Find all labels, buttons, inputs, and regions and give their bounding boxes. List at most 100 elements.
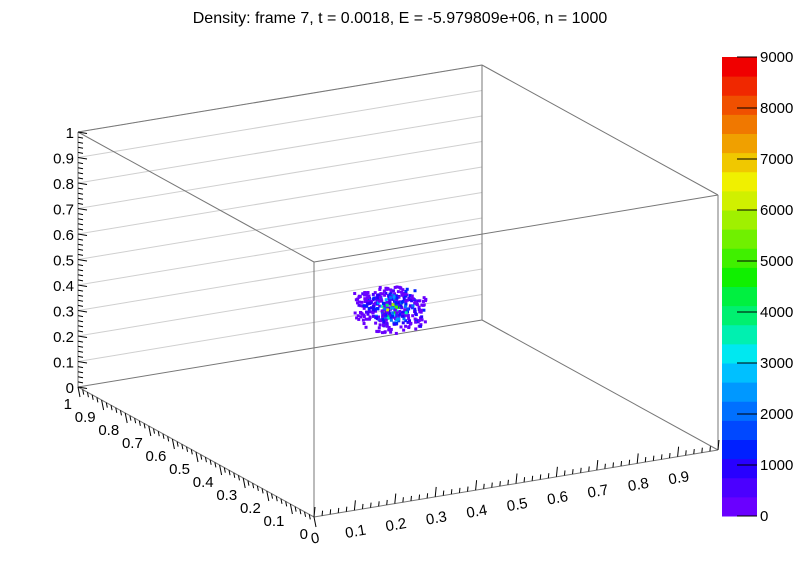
y-tick-label: 0.9: [75, 409, 96, 426]
y-tick: [115, 407, 118, 413]
colorbar-label: 2000: [760, 406, 793, 423]
y-tick: [86, 392, 89, 398]
z-tick: [77, 376, 84, 379]
z-tick: [77, 361, 88, 364]
y-tick: [219, 464, 223, 476]
y-tick: [285, 501, 288, 507]
density-point: [379, 292, 383, 296]
density-point: [407, 296, 411, 300]
y-tick: [204, 457, 207, 463]
density-point: [405, 287, 409, 291]
colorbar-band: [722, 496, 757, 517]
density-point: [364, 317, 368, 321]
density-point: [380, 309, 384, 313]
x-tick: [507, 479, 509, 485]
z-tick-label: 0.1: [53, 355, 74, 372]
z-tick-label: 0.4: [53, 278, 74, 295]
density-point: [361, 292, 365, 296]
density-point: [388, 292, 392, 296]
z-tick: [77, 340, 84, 343]
density-point: [382, 312, 386, 316]
colorbar-band: [722, 324, 757, 345]
density-point: [417, 319, 421, 323]
density-point: [380, 331, 384, 335]
density-point: [395, 321, 399, 325]
z-tick: [77, 228, 84, 231]
x-tick: [337, 507, 340, 514]
colorbar-label: 9000: [760, 49, 793, 66]
z-tick: [77, 294, 84, 297]
density-point: [385, 301, 389, 305]
density-point: [374, 321, 378, 325]
density-point: [387, 326, 391, 330]
density-point: [362, 304, 366, 308]
density-point: [413, 301, 417, 305]
density-point: [381, 301, 385, 305]
x-tick: [515, 473, 518, 484]
density-point: [402, 296, 406, 300]
density-point: [382, 320, 386, 324]
z-tick: [77, 345, 84, 348]
density-point: [417, 305, 421, 309]
z-tick: [77, 182, 88, 185]
density-point: [401, 293, 405, 297]
x-tick: [426, 493, 429, 499]
z-tick: [77, 325, 84, 328]
x-tick: [677, 446, 680, 457]
z-tick: [77, 223, 84, 226]
z-tick: [77, 350, 84, 353]
density-point: [389, 327, 393, 331]
density-point: [364, 325, 368, 329]
density-point: [385, 311, 389, 315]
x-tick: [321, 510, 324, 516]
z-tick: [77, 279, 84, 282]
x-tick: [402, 497, 404, 503]
density-point: [367, 317, 371, 321]
density-point: [422, 296, 426, 300]
x-tick: [475, 480, 478, 491]
z-tick: [77, 284, 88, 287]
density-point: [367, 307, 371, 311]
y-tick: [252, 483, 255, 489]
density-point: [402, 298, 406, 302]
density-point: [389, 288, 393, 292]
density-point: [362, 306, 366, 310]
density-point: [356, 314, 360, 318]
density-point: [406, 314, 410, 318]
density-point: [384, 318, 388, 322]
density-point: [371, 311, 375, 315]
density-point: [394, 305, 398, 309]
density-point: [403, 308, 407, 312]
density-point: [381, 318, 385, 322]
box-edge: [481, 64, 719, 196]
density-point: [366, 302, 370, 306]
y-tick: [195, 451, 199, 463]
y-tick: [186, 446, 189, 452]
z-tick: [77, 304, 84, 307]
density-point: [402, 317, 406, 321]
y-tick: [143, 423, 146, 429]
x-tick: [370, 502, 372, 508]
y-tick: [119, 410, 122, 416]
density-point: [423, 320, 427, 324]
y-tick: [153, 428, 156, 434]
z-tick: [77, 330, 84, 333]
density-point: [369, 306, 373, 310]
density-point: [393, 317, 397, 321]
density-point: [367, 295, 371, 299]
density-point: [405, 298, 409, 302]
density-point: [380, 304, 384, 308]
density-point: [414, 313, 418, 317]
colorbar-band: [722, 114, 757, 134]
density-point: [415, 302, 419, 306]
density-point: [374, 297, 378, 301]
gridline-back: [77, 243, 483, 311]
x-tick: [539, 474, 542, 480]
y-tick: [242, 477, 246, 489]
y-tick: [91, 394, 94, 400]
density-point: [394, 331, 398, 335]
y-tick: [134, 418, 137, 424]
chart-title: Density: frame 7, t = 0.0018, E = -5.979…: [193, 10, 608, 27]
density-point: [382, 289, 386, 293]
box-edge: [313, 194, 719, 263]
